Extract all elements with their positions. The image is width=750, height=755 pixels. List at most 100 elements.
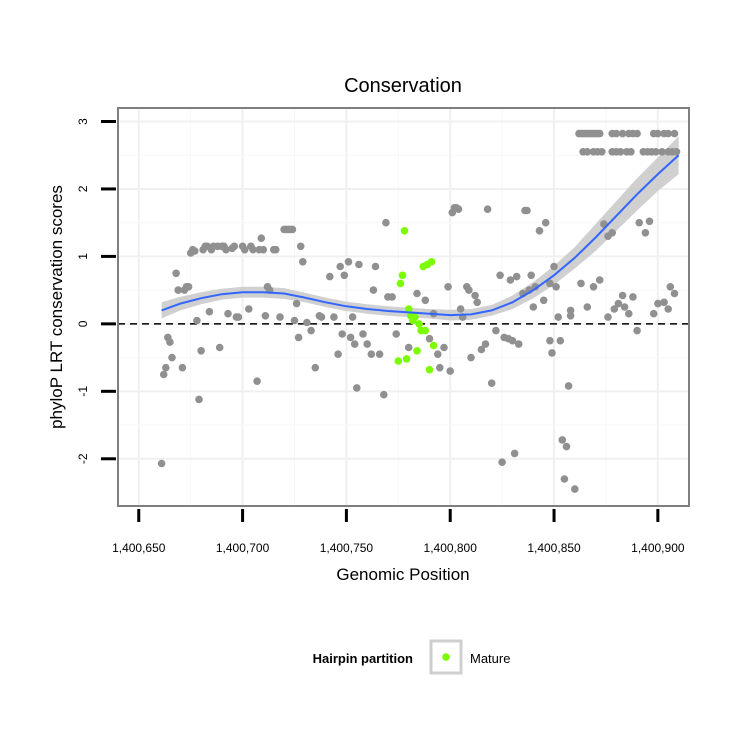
data-point (598, 148, 606, 156)
data-point (616, 148, 625, 156)
data-point (371, 262, 380, 271)
data-point (552, 283, 560, 291)
data-point (645, 217, 654, 226)
data-point (157, 459, 166, 468)
mature-data-point (404, 305, 413, 313)
y-tick-label: -2 (76, 453, 90, 464)
data-point (353, 384, 361, 392)
x-tick-label: 1,400,850 (527, 541, 581, 555)
data-point (257, 234, 266, 242)
data-point (481, 340, 490, 348)
mature-data-point (400, 227, 409, 235)
data-point (299, 258, 307, 266)
data-point (195, 395, 203, 404)
data-point (434, 350, 442, 359)
data-point (421, 296, 430, 305)
smooth-confidence-band (161, 136, 679, 321)
data-point (404, 343, 413, 352)
data-point (541, 218, 550, 227)
legend-key-box (429, 639, 463, 675)
data-point (571, 485, 579, 493)
data-point (288, 225, 297, 234)
data-point (446, 367, 455, 375)
mature-data-point (411, 313, 419, 321)
data-point (556, 336, 565, 345)
data-point (560, 475, 569, 483)
data-point (253, 377, 261, 386)
data-point (635, 218, 643, 227)
data-point (292, 299, 301, 308)
x-tick-label: 1,400,700 (216, 541, 270, 555)
data-point (554, 313, 562, 321)
mature-data-point (398, 271, 407, 280)
data-point (249, 245, 257, 254)
data-point (240, 245, 249, 254)
data-point (510, 449, 519, 458)
data-point (259, 245, 268, 254)
data-point (608, 229, 616, 237)
y-tick-label: 3 (76, 118, 90, 125)
y-tick-label: -1 (76, 386, 90, 397)
data-point (506, 276, 515, 284)
data-point (548, 349, 556, 357)
data-point (654, 129, 662, 138)
data-point (444, 283, 452, 291)
data-point (375, 350, 384, 359)
data-point (205, 307, 214, 316)
data-point (168, 353, 176, 362)
data-point (215, 343, 224, 352)
data-point (546, 279, 554, 288)
y-axis: -2 -1 0 1 2 3 (76, 118, 116, 464)
data-point (330, 313, 338, 321)
data-point (363, 340, 372, 348)
data-point (558, 436, 567, 444)
data-point (514, 340, 523, 348)
data-points (157, 129, 681, 493)
data-point (326, 272, 334, 281)
data-point (583, 303, 592, 311)
data-point (627, 148, 635, 156)
data-point (633, 129, 641, 138)
data-point (672, 148, 681, 156)
data-point (654, 299, 662, 308)
data-point (508, 336, 517, 345)
data-point (529, 303, 538, 311)
y-tick-label: 2 (76, 185, 90, 192)
x-tick-label: 1,400,800 (424, 541, 478, 555)
mature-data-point (415, 320, 423, 328)
data-point (625, 309, 633, 318)
mature-data-point (413, 347, 421, 355)
data-point (276, 313, 284, 321)
data-point (612, 129, 621, 138)
data-point (467, 353, 475, 362)
data-point (664, 129, 672, 138)
data-point (641, 229, 650, 237)
data-point (413, 289, 421, 298)
legend-label-mature: Mature (470, 651, 510, 666)
data-point (550, 262, 558, 271)
data-point (577, 279, 585, 288)
y-axis-title: phyloP LRT conservation scores (47, 185, 66, 429)
data-point (666, 283, 675, 291)
data-point (566, 306, 575, 315)
data-point (359, 330, 367, 338)
loess-smooth-line (161, 154, 680, 317)
mature-data-point (402, 355, 411, 363)
data-point (367, 350, 376, 359)
data-point (348, 313, 357, 321)
mature-data-point (394, 357, 403, 365)
data-point (230, 242, 239, 251)
data-point (456, 305, 465, 313)
data-point (184, 283, 193, 291)
data-point (245, 305, 253, 313)
mature-data-point (396, 279, 405, 288)
data-point (564, 382, 573, 390)
data-point (589, 283, 598, 291)
data-point (440, 343, 448, 352)
data-point (660, 298, 668, 307)
data-point (317, 313, 326, 321)
data-point (344, 258, 353, 266)
data-point (583, 148, 592, 156)
